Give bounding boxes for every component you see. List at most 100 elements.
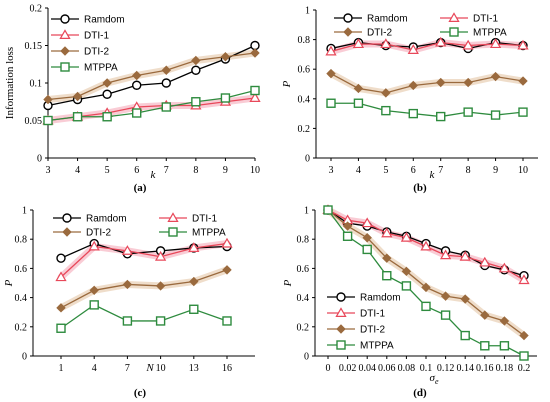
point-mtppa [408,108,418,119]
legend: Ramdom DTI-1 DTI-2 MTPPA [53,212,226,239]
point-dti-1 [221,237,233,248]
point-dti-2 [89,285,99,296]
point-mtppa [499,341,510,351]
y-tick-label: 0.6 [297,264,310,275]
point-mtppa [220,93,231,103]
legend-label: MTPPA [360,341,394,352]
glow-dti-2 [324,206,528,340]
point-mtppa [518,107,528,117]
point-dti-2 [250,48,260,58]
point-dti-2 [220,52,231,62]
caption-b: (b) [413,182,427,194]
point-mtppa [460,330,470,341]
point-dti-2 [362,233,372,243]
legend-label: DTI-2 [360,325,385,336]
x-axis-label: σe [430,372,439,386]
x-tick-label: 10 [156,363,166,374]
legend-swatch-marker [336,292,346,302]
legend-swatch-marker [343,27,353,37]
x-tick-label: 0.1 [420,363,433,374]
y-tick-label: 0.2 [297,322,310,333]
legend-swatch-marker [449,27,459,37]
panel-c: (c) 0 0.2 0.4 0.6 0.8 1 1 4 7 10 13 16 N P Ramdom DTI-1… [3,206,255,399]
legend-label: Ramdom [86,214,127,225]
point-mtppa [326,98,336,108]
line-dti-1 [330,41,524,53]
caption-a: (a) [134,182,147,194]
x-tick-label: 0.18 [496,363,514,374]
x-tick-label: 9 [493,165,498,176]
point-mtppa [480,341,490,351]
caption-d: (d) [413,387,427,399]
point-dti-2 [122,279,133,290]
point-dti-2 [102,78,112,88]
x-tick-label: 7 [125,363,130,374]
point-mtppa [440,310,451,320]
point-dti-1 [479,256,491,267]
point-dti-1 [188,242,200,252]
x-tick-label: 4 [92,363,97,374]
legend: Ramdom DTI-1 DTI-2 MTPPA [334,12,507,39]
point-dti-2 [381,88,391,98]
legend-label: Ramdom [360,293,401,304]
point-mtppa [362,244,372,255]
legend-label: Ramdom [84,15,125,26]
x-axis-label: k [430,169,436,181]
x-tick-label: 0.08 [398,363,416,374]
x-tick-label: 5 [105,165,110,176]
point-ramdom [191,65,201,75]
y-tick-label: 0 [37,154,42,165]
series-dti-2 [56,265,232,313]
x-tick-label: 7 [438,165,443,176]
point-dti-1 [435,36,447,47]
x-tick-label: 1 [59,363,64,374]
line-ramdom [47,44,256,107]
point-dti-1 [400,231,413,242]
series-mtppa [43,85,260,126]
point-mtppa [191,97,201,107]
point-mtppa [382,271,392,281]
point-mtppa [463,107,473,117]
point-mtppa [323,205,333,215]
point-dti-1 [459,250,471,261]
legend-swatch-marker [167,212,179,222]
legend-swatch-marker [448,12,460,22]
point-mtppa [43,115,53,126]
legend-label: DTI-2 [367,28,392,39]
point-dti-2 [480,310,490,320]
legend-label: MTPPA [473,28,507,39]
point-dti-1 [361,217,373,228]
legend-swatch-marker [335,307,347,317]
x-tick-label: 6 [411,165,416,176]
legend-swatch-marker [336,324,346,334]
point-dti-2 [490,71,501,82]
y-tick-label: 1 [304,206,309,217]
series-dti-2 [323,205,529,341]
line-dti-1 [60,242,228,278]
y-tick-label: 1 [22,206,27,217]
y-tick-label: 0.2 [30,4,43,15]
line-mtppa [47,89,256,122]
series-mtppa [56,300,232,333]
point-dti-2 [499,316,510,326]
point-ramdom [132,80,142,90]
legend-label: MTPPA [192,228,226,239]
y-tick-label: 0 [305,154,310,165]
point-dti-2 [436,77,446,88]
glow-dti-2 [57,266,231,312]
legend-label: Ramdom [367,14,408,25]
point-dti-2 [463,77,473,88]
point-dti-2 [440,291,451,301]
y-tick-label: 0.05 [25,116,43,127]
legend-label: DTI-1 [192,214,217,225]
series-dti-1 [55,237,233,282]
point-dti-1 [154,250,167,261]
x-tick-label: 0.04 [358,363,376,374]
x-tick-label: 3 [329,165,334,176]
point-mtppa [250,85,260,96]
y-tick-label: 0.8 [297,235,310,246]
series-mtppa [326,98,528,122]
x-tick-label: 6 [134,165,139,176]
x-tick-label: 7 [164,165,169,176]
